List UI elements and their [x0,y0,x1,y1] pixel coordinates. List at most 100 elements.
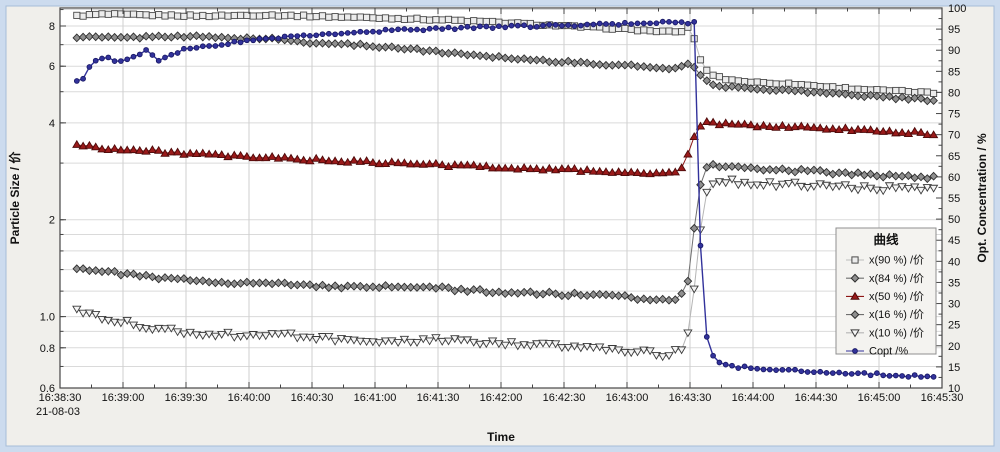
series-marker-diamond [437,282,447,292]
series-marker-diamond [752,164,762,174]
series-marker-diamond [715,162,724,172]
series-marker-square [161,12,169,20]
series-marker-circle [748,365,754,372]
series-marker-square [79,12,87,20]
series-marker-triangle-down [632,348,643,357]
series-marker-triangle-up [286,153,296,162]
series-marker-square [703,66,711,74]
right-axis-title: Opt. Concentration / % [975,133,989,263]
series-marker-diamond [97,32,107,42]
series-marker-triangle-down [273,330,284,339]
series-marker-diamond [727,82,737,91]
series-marker-circle [496,23,502,30]
series-marker-triangle-up [147,145,158,154]
series-marker-triangle-up [859,124,869,133]
series-marker-diamond [425,46,434,56]
series-marker-triangle-up [204,149,214,158]
series-marker-triangle-up [462,160,473,169]
series-marker-triangle-down [267,330,277,339]
series-marker-triangle-down [557,344,567,353]
series-marker-diamond [670,63,680,73]
series-marker-square [218,11,226,19]
series-marker-diamond [570,288,579,298]
series-marker-square [262,11,270,20]
series-marker-triangle-up [280,152,290,161]
series-marker-diamond [822,88,831,98]
series-marker-diamond [866,169,875,179]
series-marker-triangle-up [122,145,132,154]
series-marker-square [237,11,245,19]
series-marker-diamond [78,32,88,42]
series-marker-triangle-down [815,180,825,189]
series-marker-circle [92,57,99,64]
series-marker-circle [388,27,395,34]
series-marker-diamond [916,172,926,182]
series-marker-diamond [582,58,592,68]
series-marker-diamond [658,63,668,73]
series-marker-diamond [85,32,94,41]
series-marker-diamond [406,44,416,54]
series-marker-triangle-down [437,337,447,346]
series-marker-circle [685,20,691,27]
series-marker-triangle-down [361,338,372,347]
series-marker-triangle-down [771,183,781,192]
series-marker-diamond [664,295,674,305]
legend: 曲线 x(90 %) /价 x(84 %) /价 x(50 %) /价 x(16 %) … [835,227,937,358]
series-marker-square [451,16,459,24]
series-marker-square [678,28,686,36]
series-marker-circle [540,22,546,29]
series-marker-circle [382,26,389,33]
series-marker-diamond [834,168,844,178]
series-marker-triangle-up [525,164,536,173]
series-marker-circle [666,18,672,25]
series-marker-square [671,28,679,36]
series-marker-triangle-up [777,120,788,129]
series-marker-diamond [639,62,649,71]
series-marker-diamond [652,295,661,305]
series-marker-diamond [494,287,504,297]
series-marker-triangle-down [450,335,460,344]
series-marker-triangle-up [727,119,737,128]
series-marker-circle [99,55,105,62]
series-marker-square [851,256,859,264]
x-axis-date: 21-08-03 [36,406,80,418]
series-marker-diamond [853,91,863,101]
series-marker-triangle-up [664,167,674,176]
series-marker-diamond [607,290,617,300]
series-marker-circle [477,23,483,30]
series-marker-triangle-down [891,184,901,193]
series-marker-triangle-down [613,346,624,355]
series-marker-circle [855,370,861,377]
series-marker-triangle-up [721,118,731,127]
series-marker-triangle-down [481,340,491,349]
x-tick-label: 16:43:00 [606,392,649,404]
series-marker-square [300,11,308,19]
series-marker-diamond [185,276,195,285]
series-marker-diamond [469,50,479,60]
series-marker-diamond [148,272,157,282]
y-left-tick-label: 0.8 [40,343,55,355]
series-marker-triangle-up [519,163,529,171]
series-2 [72,31,938,106]
series-marker-triangle-up [752,122,762,131]
series-marker-diamond [387,282,397,292]
legend-item-label: x(90 %) /价 [869,254,924,267]
series-marker-triangle-down [122,316,132,325]
series-marker-triangle-down [739,178,750,187]
series-marker-triangle-down [916,186,926,195]
series-marker-diamond [589,290,598,300]
series-marker-triangle-down [853,186,863,195]
series-marker-triangle-up [821,124,832,133]
series-marker-diamond [431,46,441,56]
series-marker-square [407,15,415,23]
series-marker-diamond [305,280,315,290]
x-tick-label: 16:41:30 [417,392,460,404]
series-marker-square [274,12,282,20]
series-marker-square [810,82,818,90]
series-marker-triangle-down [185,328,195,337]
series-marker-triangle-up [563,164,573,173]
y-left-tick-label: 4 [49,118,55,130]
series-marker-circle [735,365,742,371]
series-marker-circle [653,20,660,27]
series-marker-triangle-down [229,333,239,342]
